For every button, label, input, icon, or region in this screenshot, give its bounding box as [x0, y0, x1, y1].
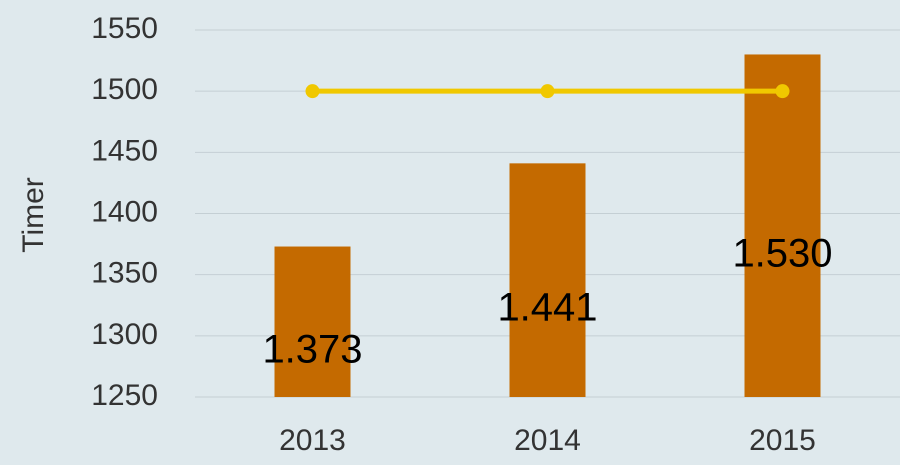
y-tick-label: 1550 — [91, 12, 158, 45]
value-label: 1.373 — [262, 327, 362, 371]
line-point — [776, 84, 790, 98]
x-tick-label: 2015 — [749, 424, 816, 457]
y-tick-label: 1450 — [91, 134, 158, 167]
bar — [510, 163, 586, 397]
x-tick-label: 2013 — [279, 424, 346, 457]
y-tick-label: 1400 — [91, 195, 158, 228]
line-point — [541, 84, 555, 98]
y-tick-label: 1500 — [91, 73, 158, 106]
value-label: 1.441 — [497, 286, 597, 330]
y-tick-label: 1300 — [91, 318, 158, 351]
y-tick-label: 1250 — [91, 379, 158, 412]
line-point — [306, 84, 320, 98]
y-axis-label: Timer — [17, 177, 50, 253]
bar — [275, 247, 351, 397]
chart: Timer 1250 1300 1350 1400 1450 1500 1550 2013 20… — [0, 0, 900, 465]
value-label: 1.530 — [732, 231, 832, 275]
bar — [745, 54, 821, 397]
x-tick-label: 2014 — [514, 424, 581, 457]
y-tick-label: 1350 — [91, 257, 158, 290]
